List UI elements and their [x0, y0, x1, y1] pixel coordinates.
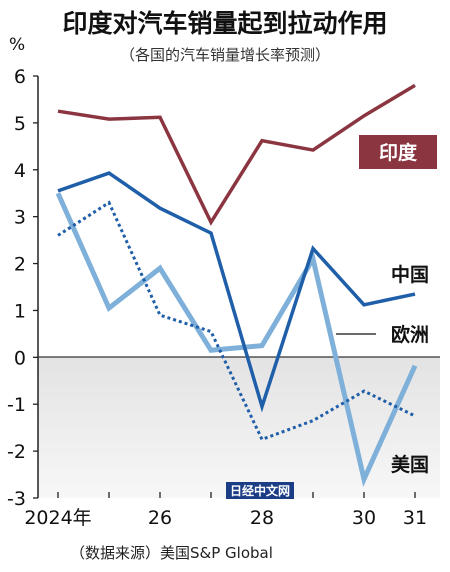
y-tick-label: -1 [7, 394, 26, 416]
y-tick-label: 2 [14, 254, 26, 276]
legend-label-india: 印度 [379, 141, 418, 164]
series-line-europe [55, 192, 418, 488]
x-tick-label: 31 [403, 507, 427, 529]
y-tick-label: 3 [14, 207, 26, 229]
x-tick-label: 26 [148, 507, 172, 529]
legend-label-china: 中国 [391, 263, 429, 286]
series-line-china [57, 171, 416, 413]
y-tick-label: -2 [7, 441, 26, 463]
y-tick-label: 1 [14, 300, 26, 322]
source-note: （数据来源）美国S&P Global [70, 544, 273, 562]
negative-zone-shade [38, 357, 440, 498]
y-tick-label: 4 [14, 160, 26, 182]
x-tick-label: 2024年 [24, 507, 91, 529]
y-tick-label: 5 [14, 113, 26, 135]
x-tick-label: 28 [250, 507, 274, 529]
chart-title: 印度对汽车销量起到拉动作用 [62, 9, 387, 38]
y-axis-unit: % [9, 35, 25, 55]
x-tick-label: 30 [352, 507, 376, 529]
watermark-text: 日经中文网 [230, 483, 290, 498]
india-label-box [359, 135, 437, 169]
y-tick-label: 6 [14, 66, 26, 88]
y-tick-label: 0 [14, 347, 26, 369]
series-line-india [57, 83, 416, 226]
y-tick-label: -3 [7, 488, 26, 510]
chart-subtitle: （各国的汽车销量增长率预测） [120, 46, 330, 64]
legend-label-europe: 欧洲 [391, 323, 429, 346]
legend-label-usa: 美国 [391, 453, 429, 476]
watermark-box [226, 482, 294, 499]
